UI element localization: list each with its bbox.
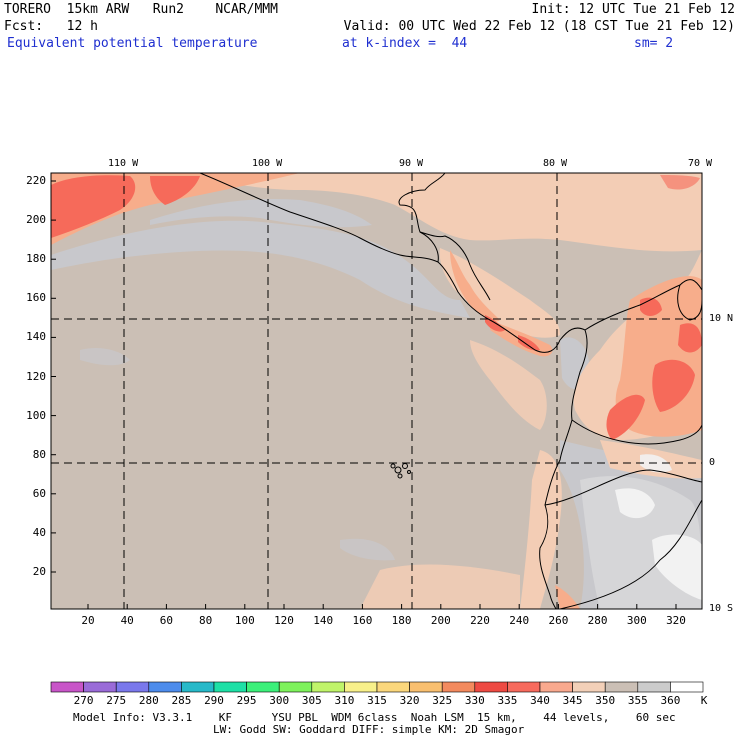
header-init-time: Init: 12 UTC Tue 21 Feb 12 (531, 2, 736, 17)
field-shading (51, 173, 702, 609)
field-name: Equivalent potential temperature (7, 36, 258, 51)
x-tick-label: 160 (352, 614, 373, 627)
colorbar-swatch (50, 681, 84, 693)
colorbar-level-label: 275 (106, 694, 127, 707)
colorbar-swatch (148, 681, 182, 693)
colorbar-level-label: 290 (204, 694, 224, 707)
x-tick-label: 20 (81, 614, 95, 627)
colorbar-swatch (344, 681, 378, 693)
x-tick-label: 200 (430, 614, 451, 627)
y-tick-label: 220 (26, 174, 46, 187)
colorbar (50, 681, 704, 693)
colorbar-swatch (539, 681, 573, 693)
coastlines (199, 173, 702, 609)
smoothing-label: sm= 2 (634, 36, 674, 51)
colorbar-swatch (115, 681, 150, 693)
x-tick-label: 280 (587, 614, 608, 627)
colorbar-swatch (441, 681, 476, 693)
lon-label-90w: 90 W (399, 158, 424, 169)
colorbar-swatch (572, 681, 606, 693)
lat-label-10s: 10 S (709, 603, 734, 614)
colorbar-level-label: 280 (138, 694, 159, 707)
y-tick-label: 60 (32, 486, 46, 500)
lat-label-10n: 10 N (709, 313, 734, 324)
x-tick-label: 120 (274, 614, 294, 627)
lon-label-100w: 100 W (252, 158, 283, 169)
colorbar-level-label: 305 (301, 694, 322, 707)
x-tick-label: 140 (313, 614, 334, 627)
lon-label-80w: 80 W (543, 158, 568, 169)
y-tick-label: 120 (26, 369, 46, 383)
level-label: at k-index = 44 (342, 36, 468, 51)
lat-label-0: 0 (709, 457, 716, 468)
x-tick-label: 220 (470, 614, 490, 627)
latlon-grid (51, 173, 702, 609)
colorbar-swatch (376, 681, 410, 693)
y-tick-label: 140 (26, 330, 46, 344)
colorbar-swatch (637, 681, 671, 693)
colorbar-swatch (83, 681, 117, 693)
colorbar-swatch (474, 681, 508, 693)
colorbar-level-label: 310 (334, 694, 355, 707)
colorbar-swatch (507, 681, 541, 693)
colorbar-swatch (409, 681, 443, 693)
colorbar-swatch (181, 681, 215, 693)
header-valid-time: Valid: 00 UTC Wed 22 Feb 12 (18 CST Tue … (343, 19, 735, 34)
header-forecast-hour: Fcst: 12 h (4, 19, 98, 34)
x-tick-label: 60 (159, 614, 174, 627)
colorbar-level-label: 325 (432, 694, 453, 707)
x-tick-label: 320 (666, 614, 686, 627)
header-model-run: TORERO 15km ARW Run2 NCAR/MMM (4, 2, 278, 17)
colorbar-level-label: 285 (171, 694, 192, 707)
colorbar-swatch (670, 681, 704, 693)
x-tick-label: 40 (120, 614, 134, 627)
x-tick-label: 240 (509, 614, 530, 627)
colorbar-level-label: 360 (660, 694, 681, 707)
y-tick-label: 100 (26, 408, 46, 422)
colorbar-level-label: 330 (464, 694, 485, 707)
colorbar-level-label: 270 (73, 694, 94, 707)
y-tick-label: 160 (26, 291, 46, 305)
y-tick-label: 80 (32, 447, 46, 461)
colorbar-swatch (278, 681, 313, 693)
colorbar-unit: K (700, 694, 708, 707)
colorbar-swatch (246, 681, 280, 693)
x-tick-label: 80 (198, 614, 213, 627)
colorbar-level-label: 355 (627, 694, 648, 707)
footer-physics-info: LW: Godd SW: Goddard DIFF: simple KM: 2D… (213, 723, 525, 736)
colorbar-level-label: 315 (367, 694, 387, 707)
colorbar-level-label: 300 (269, 694, 290, 707)
colorbar-level-label: 340 (530, 694, 550, 707)
y-tick-label: 180 (26, 252, 46, 266)
y-tick-label: 200 (26, 213, 46, 227)
y-tick-label: 40 (32, 525, 46, 539)
axis-ticks (51, 180, 677, 609)
footer-model-info: Model Info: V3.3.1 KF YSU PBL WDM 6class… (73, 711, 676, 724)
x-tick-label: 180 (391, 614, 412, 627)
colorbar-swatch (213, 681, 247, 693)
lon-label-110w: 110 W (108, 158, 139, 169)
x-tick-label: 100 (234, 614, 255, 627)
colorbar-swatch (311, 681, 345, 693)
x-tick-label: 300 (626, 614, 647, 627)
y-tick-label: 20 (32, 565, 46, 578)
colorbar-level-label: 350 (595, 694, 616, 707)
colorbar-level-label: 320 (399, 694, 420, 707)
colorbar-swatch (604, 681, 639, 693)
map-frame (50, 172, 703, 610)
lon-label-70w: 70 W (688, 158, 713, 169)
colorbar-level-label: 295 (236, 694, 257, 707)
x-tick-label: 260 (548, 614, 569, 627)
colorbar-level-label: 335 (497, 694, 518, 707)
colorbar-level-label: 345 (562, 694, 583, 707)
